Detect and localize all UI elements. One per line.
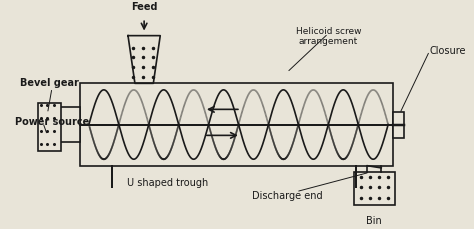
Bar (393, 112, 404, 138)
Bar (59, 107, 80, 142)
Text: Bevel gear: Bevel gear (20, 78, 79, 88)
Text: Power source: Power source (15, 117, 90, 127)
Text: Feed: Feed (131, 2, 157, 12)
Text: Bin: Bin (366, 215, 382, 226)
Bar (80, 83, 393, 166)
Bar (354, 172, 395, 205)
Text: Discharge end: Discharge end (252, 191, 322, 201)
Text: U shaped trough: U shaped trough (127, 178, 208, 188)
Bar (38, 103, 61, 150)
Text: Helicoid screw
arrangement: Helicoid screw arrangement (296, 27, 361, 46)
Text: Closure: Closure (429, 46, 466, 56)
